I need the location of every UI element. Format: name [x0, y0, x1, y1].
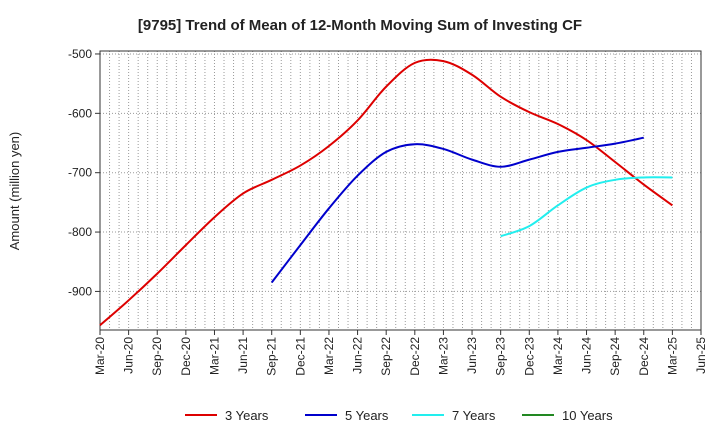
legend-label-7-years: 7 Years — [452, 408, 496, 423]
y-tick-label: -600 — [68, 106, 92, 120]
x-tick-label: Sep-22 — [379, 337, 393, 376]
x-tick-label: Jun-20 — [122, 337, 136, 374]
x-tick-label: Dec-22 — [408, 337, 422, 376]
y-tick-label: -700 — [68, 166, 92, 180]
legend-label-10-years: 10 Years — [562, 408, 613, 423]
chart-title: [9795] Trend of Mean of 12-Month Moving … — [138, 17, 582, 34]
x-tick-label: Mar-22 — [322, 337, 336, 375]
legend-label-5-years: 5 Years — [345, 408, 389, 423]
series-line-3-years — [99, 58, 673, 327]
x-tick-label: Dec-20 — [179, 337, 193, 376]
x-axis: Mar-20 Jun-20 Sep-20 Dec-20 Mar-21 Jun-21 Sep-… — [93, 330, 708, 376]
y-axis: -500 -600 -700 -800 -900 — [68, 47, 100, 298]
y-tick-label: -900 — [68, 284, 92, 298]
x-tick-label: Sep-20 — [150, 337, 164, 376]
plot-area — [99, 50, 702, 331]
y-tick-label: -500 — [68, 47, 92, 61]
grid-lines — [100, 51, 701, 330]
legend-label-3-years: 3 Years — [225, 408, 269, 423]
x-tick-label: Sep-21 — [265, 337, 279, 376]
series-line-5-years — [270, 136, 644, 284]
x-tick-label: Jun-21 — [236, 337, 250, 374]
x-tick-label: Mar-24 — [551, 337, 565, 375]
x-tick-label: Dec-24 — [637, 337, 651, 376]
x-tick-label: Jun-22 — [351, 337, 365, 374]
legend: 3 Years 5 Years 7 Years 10 Years — [185, 408, 613, 423]
x-tick-label: Mar-20 — [93, 337, 107, 375]
y-axis-label: Amount (million yen) — [7, 132, 22, 251]
x-tick-label: Jun-25 — [694, 337, 708, 374]
x-tick-label: Mar-25 — [665, 337, 679, 375]
x-tick-label: Mar-23 — [436, 337, 450, 375]
x-tick-label: Dec-21 — [293, 337, 307, 376]
x-tick-label: Jun-24 — [580, 337, 594, 374]
series-line-7-years — [500, 176, 673, 238]
x-tick-label: Jun-23 — [465, 337, 479, 374]
series-lines — [99, 58, 673, 327]
x-tick-label: Dec-23 — [522, 337, 536, 376]
x-tick-label: Mar-21 — [207, 337, 221, 375]
y-tick-label: -800 — [68, 225, 92, 239]
x-tick-label: Sep-23 — [494, 337, 508, 376]
x-tick-label: Sep-24 — [608, 337, 622, 376]
